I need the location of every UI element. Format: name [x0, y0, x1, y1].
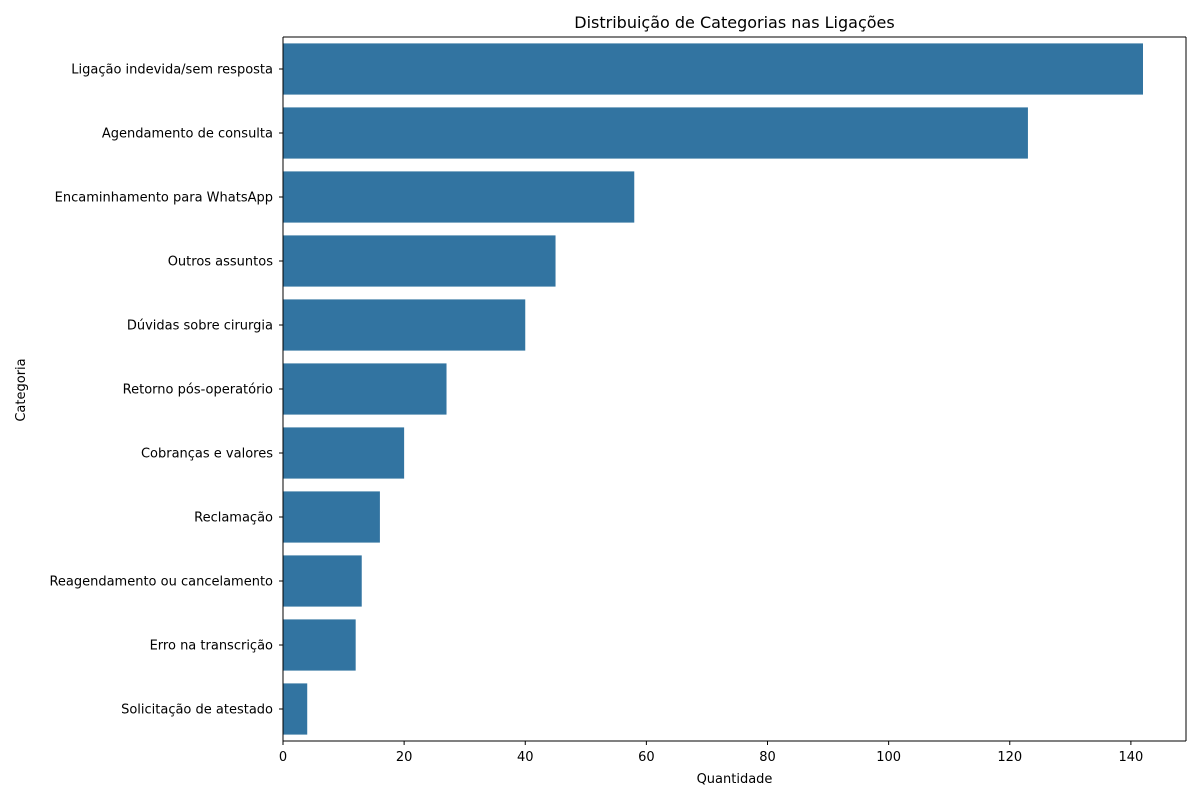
y-tick-label: Ligação indevida/sem resposta	[71, 63, 273, 78]
x-tick-label: 60	[638, 750, 655, 765]
x-axis-label: Quantidade	[697, 772, 773, 787]
chart-title: Distribuição de Categorias nas Ligações	[574, 13, 894, 32]
bar	[283, 171, 635, 223]
y-tick-label: Reclamação	[194, 511, 273, 526]
y-tick-label: Cobranças e valores	[141, 447, 273, 462]
y-tick-label: Agendamento de consulta	[102, 127, 273, 142]
bar	[283, 491, 380, 543]
bar	[283, 299, 526, 351]
bar	[283, 555, 362, 607]
bar	[283, 235, 556, 287]
x-tick-label: 80	[759, 750, 776, 765]
y-tick-label: Dúvidas sobre cirurgia	[127, 319, 273, 334]
x-tick-label: 0	[279, 750, 287, 765]
bar	[283, 363, 447, 415]
y-tick-label: Retorno pós-operatório	[123, 383, 273, 398]
x-tick-label: 40	[517, 750, 534, 765]
bar	[283, 107, 1028, 159]
x-tick-label: 20	[396, 750, 413, 765]
bar	[283, 427, 405, 479]
y-tick-label: Erro na transcrição	[150, 639, 273, 654]
y-tick-label: Solicitação de atestado	[121, 703, 273, 718]
x-tick-label: 120	[997, 750, 1022, 765]
y-axis-label: Categoria	[14, 358, 29, 421]
bar	[283, 619, 356, 671]
y-tick-label: Encaminhamento para WhatsApp	[55, 191, 273, 206]
x-tick-label: 100	[876, 750, 901, 765]
x-tick-label: 140	[1118, 750, 1143, 765]
bar	[283, 43, 1143, 95]
bar	[283, 683, 308, 735]
y-tick-label: Reagendamento ou cancelamento	[49, 575, 273, 590]
y-tick-label: Outros assuntos	[168, 255, 274, 270]
